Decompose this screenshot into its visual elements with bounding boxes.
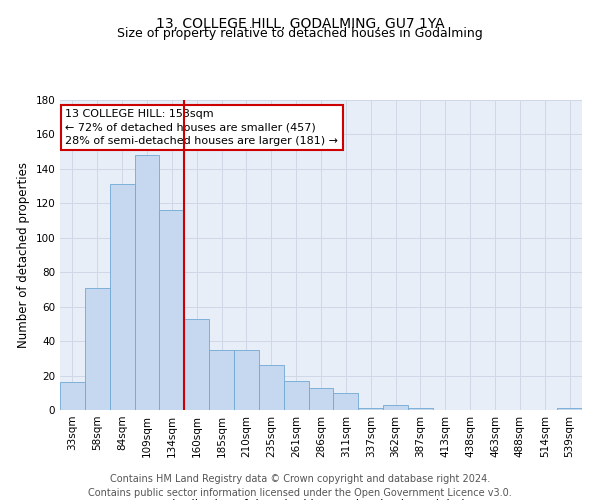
Bar: [557, 408, 582, 410]
Bar: [209, 350, 234, 410]
Bar: [60, 382, 85, 410]
X-axis label: Distribution of detached houses by size in Godalming: Distribution of detached houses by size …: [163, 498, 479, 500]
Bar: [160, 210, 184, 410]
Bar: [134, 155, 160, 410]
Bar: [408, 408, 433, 410]
Bar: [184, 318, 209, 410]
Bar: [358, 408, 383, 410]
Text: 13 COLLEGE HILL: 153sqm
← 72% of detached houses are smaller (457)
28% of semi-d: 13 COLLEGE HILL: 153sqm ← 72% of detache…: [65, 110, 338, 146]
Bar: [234, 350, 259, 410]
Bar: [259, 365, 284, 410]
Bar: [85, 288, 110, 410]
Text: Contains HM Land Registry data © Crown copyright and database right 2024.
Contai: Contains HM Land Registry data © Crown c…: [88, 474, 512, 498]
Bar: [383, 405, 408, 410]
Bar: [334, 393, 358, 410]
Bar: [308, 388, 334, 410]
Text: Size of property relative to detached houses in Godalming: Size of property relative to detached ho…: [117, 28, 483, 40]
Y-axis label: Number of detached properties: Number of detached properties: [17, 162, 30, 348]
Text: 13, COLLEGE HILL, GODALMING, GU7 1YA: 13, COLLEGE HILL, GODALMING, GU7 1YA: [155, 18, 445, 32]
Bar: [284, 380, 308, 410]
Bar: [110, 184, 134, 410]
